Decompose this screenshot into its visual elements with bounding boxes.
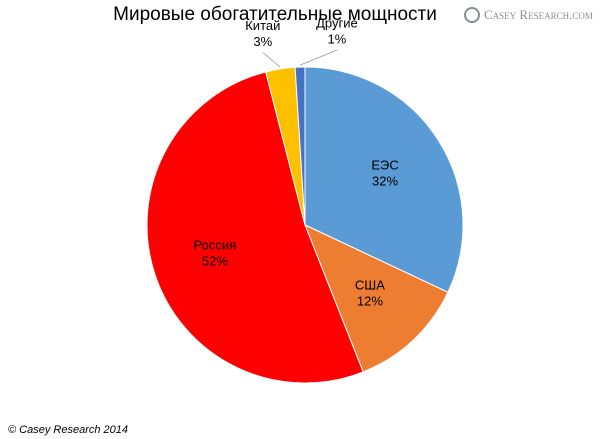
slice-value-label: 3% [253,34,272,49]
chart-title: Мировые обогатительные мощности [113,4,437,25]
slice-value-label: 1% [328,32,347,47]
slice-value-label: 32% [372,174,398,189]
pie-slice [294,66,306,226]
slice-category: Другие [316,16,358,31]
footer: © Casey Research 2014 [8,424,128,436]
pie-slice [304,224,449,373]
leader-line [262,52,281,68]
slice-value-label: 12% [357,294,383,309]
slice-category: США [355,278,385,293]
slice-category: Китай [245,18,280,33]
logo: Casey Research.com [484,7,593,22]
pie-slice [146,71,364,384]
slice-value-label: 52% [202,254,228,269]
logo-icon [464,7,480,23]
pie-slice [304,66,464,293]
leader-line [299,49,338,66]
slice-category: ЕЭС [371,158,398,173]
slice-category: Россия [194,238,237,253]
